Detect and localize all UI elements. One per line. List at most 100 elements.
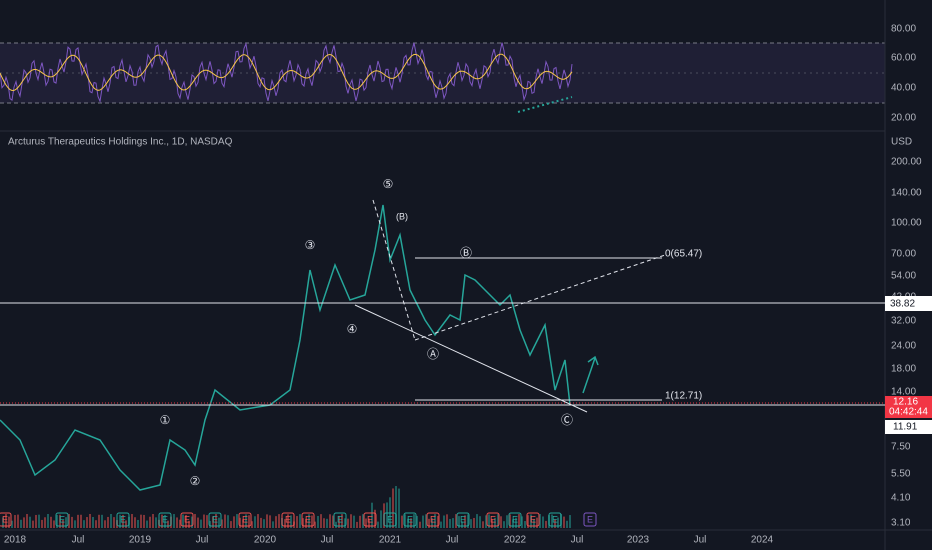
event-marker: [158, 512, 172, 527]
rsi-line: [0, 42, 573, 103]
wave-label: Ⓐ: [427, 347, 439, 361]
volume-bar: [251, 521, 253, 528]
volume-bar: [536, 517, 538, 528]
event-marker: [508, 512, 522, 527]
volume-bar: [530, 514, 532, 528]
volume-bar: [194, 514, 196, 528]
volume-bar: [32, 520, 34, 528]
event-marker: [383, 512, 397, 527]
volume-bar: [77, 514, 79, 528]
volume-bar: [434, 514, 436, 528]
volume-bar: [95, 520, 97, 528]
wave-label: (B): [396, 211, 408, 221]
volume-bar: [206, 515, 208, 528]
volume-bar: [110, 514, 112, 528]
event-label: E: [305, 514, 311, 524]
volume-bar: [137, 519, 139, 528]
price-tag: 11.91: [893, 422, 918, 433]
volume-bar: [542, 516, 544, 528]
volume-bar: [71, 516, 73, 528]
volume-bar: [41, 519, 43, 528]
event-label: E: [212, 514, 218, 524]
volume-bar: [392, 488, 394, 528]
volume-bar: [290, 515, 292, 528]
volume-bar: [347, 518, 349, 528]
volume-bar: [485, 515, 487, 528]
wave-label: ②: [190, 474, 201, 488]
price-tick: 200.00: [891, 157, 922, 168]
time-axis: 2018 Jul 2019 Jul 2020 Jul 2021 Jul 2022 Jul 2023 J…: [4, 535, 774, 546]
volume-bar: [374, 509, 376, 528]
event-label: E: [2, 514, 8, 524]
event-label: E: [337, 514, 343, 524]
volume-bar: [8, 516, 10, 528]
volume-bar: [311, 515, 313, 528]
volume-bar: [326, 518, 328, 528]
price-tick: 14.00: [891, 387, 916, 398]
volume-bar: [236, 514, 238, 528]
volume-bar: [332, 515, 334, 528]
volume-bar: [365, 518, 367, 528]
volume-bar: [338, 515, 340, 528]
volume-bar: [287, 514, 289, 528]
event-marker: [238, 512, 252, 527]
rsi-divergence: [517, 96, 573, 113]
volume-bar: [119, 514, 121, 528]
volume-bar: [446, 514, 448, 528]
event-label: E: [162, 514, 168, 524]
volume-bar: [377, 521, 379, 528]
volume-bar: [131, 514, 133, 528]
volume-bar: [224, 514, 226, 528]
event-label: E: [242, 514, 248, 524]
volume-bar: [431, 518, 433, 528]
volume-bar: [143, 514, 145, 528]
event-label: E: [184, 514, 190, 524]
wave-label: Ⓒ: [561, 413, 573, 427]
tag-bg: [885, 420, 932, 434]
volume-bar: [83, 520, 85, 528]
volume-bar: [197, 517, 199, 528]
volume-bar: [263, 519, 265, 528]
event-label: E: [490, 514, 496, 524]
event-marker: [403, 512, 417, 527]
volume-bar: [104, 520, 106, 528]
axis-unit: USD: [891, 137, 912, 148]
volume-bar: [185, 515, 187, 528]
volume-bar: [53, 520, 55, 528]
event-marker: [301, 512, 315, 527]
price-tick: 18.00: [891, 364, 916, 375]
event-label: E: [530, 514, 536, 524]
event-label: E: [120, 514, 126, 524]
price-tag: 38.82: [890, 299, 915, 310]
time-tick: 2018: [4, 535, 27, 546]
volume-bar: [167, 520, 169, 528]
fib-label: 1(12.71): [665, 391, 702, 402]
event-label: E: [59, 514, 65, 524]
price-tick: 70.00: [891, 249, 916, 260]
time-tick: 2023: [627, 535, 650, 546]
volume-bar: [524, 521, 526, 528]
volume-bar: [329, 514, 331, 528]
volume-bar: [500, 516, 502, 528]
price-tick: 5.50: [891, 469, 911, 480]
volume-bar: [467, 514, 469, 528]
volume-bar: [458, 516, 460, 528]
volume-bar: [86, 517, 88, 528]
volume-bar: [344, 518, 346, 528]
volume-bar: [515, 517, 517, 528]
trend-line: [354, 304, 588, 413]
event-marker: [548, 512, 562, 527]
event-label: E: [387, 514, 393, 524]
event-marker: [55, 512, 69, 527]
volume-bar: [296, 516, 298, 528]
volume-bar: [512, 519, 514, 528]
volume-bar: [173, 514, 175, 528]
volume-bar: [278, 514, 280, 528]
volume-bar: [230, 521, 232, 528]
volume-bar: [569, 515, 571, 528]
volume-bar: [191, 516, 193, 528]
volume-bar: [179, 519, 181, 528]
dashed-line: [414, 254, 666, 341]
time-tick: Jul: [446, 535, 459, 546]
